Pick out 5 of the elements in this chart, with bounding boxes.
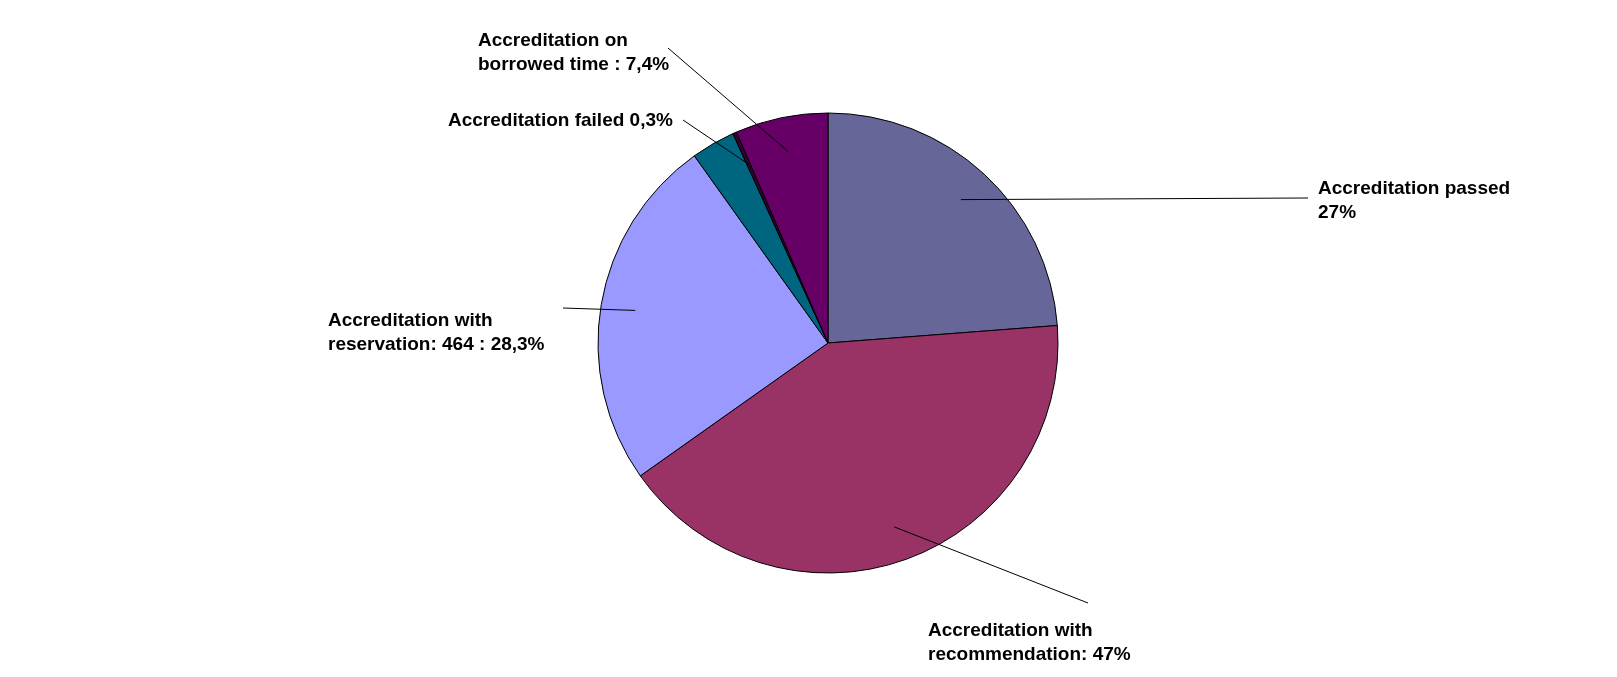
slice-label: Accreditation with recommendation: 47% [928,618,1132,666]
slice-label: Accreditation passed 27% [1318,176,1512,224]
slice-label: Accreditation failed 0,3% [448,108,674,132]
slice-label: Accreditation with reservation: 464 : 28,3% [328,308,546,356]
slice-label: Accreditation on borrowed time : 7,4% [478,28,671,76]
